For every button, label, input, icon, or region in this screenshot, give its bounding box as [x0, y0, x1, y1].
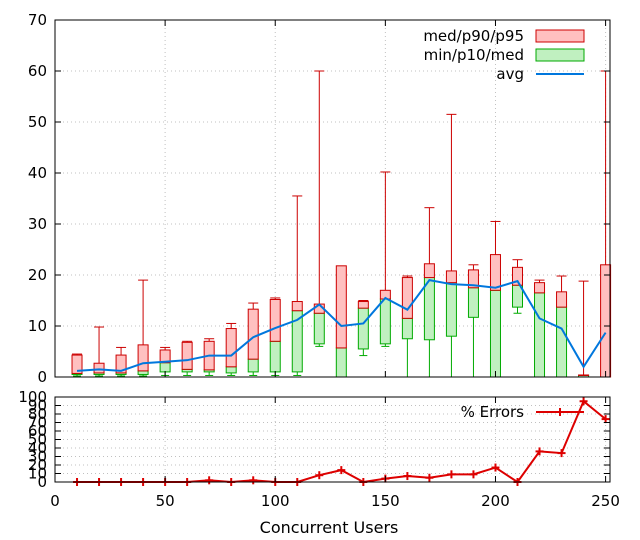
bottom-y-tick-label: 60 [28, 422, 47, 440]
red-box [600, 264, 612, 378]
errors-point [315, 471, 324, 480]
top-y-tick-label: 10 [28, 317, 47, 335]
top-y-tick-label: 50 [28, 113, 47, 131]
bottom-chart-legend: % Errors [461, 403, 584, 421]
bottom-y-tick-label: 20 [28, 456, 47, 474]
x-tick-label: 100 [261, 492, 290, 510]
green-box [247, 358, 259, 373]
red-box [534, 282, 546, 294]
errors-point [447, 470, 456, 479]
bottom-y-tick-label: 50 [28, 431, 47, 449]
red-box [115, 354, 127, 374]
red-box [357, 301, 369, 309]
x-tick-label: 250 [591, 492, 620, 510]
bottom-y-tick-label: 100 [18, 388, 47, 406]
green-box [357, 307, 369, 350]
bottom-y-tick-label: 80 [28, 405, 47, 423]
avg-series-line [76, 279, 607, 372]
green-box [556, 306, 568, 378]
top-y-tick-label: 70 [28, 11, 47, 29]
top-y-tick-label: 60 [28, 62, 47, 80]
top-chart-marks [71, 70, 612, 378]
red-box [467, 269, 479, 289]
top-y-tick-label: 20 [28, 266, 47, 284]
errors-point [249, 476, 258, 485]
bottom-y-tick-label: 70 [28, 414, 47, 432]
red-box [291, 301, 303, 312]
top-y-tick-label: 30 [28, 215, 47, 233]
red-box [181, 341, 193, 370]
x-tick-label: 200 [481, 492, 510, 510]
errors-point [535, 447, 544, 456]
red-box [335, 265, 347, 349]
green-box [445, 282, 457, 337]
x-axis-title: Concurrent Users [260, 518, 399, 537]
x-tick-label: 0 [50, 492, 60, 510]
red-box [423, 263, 435, 279]
top-y-tick-label: 0 [37, 368, 47, 386]
bottom-y-tick-label: 40 [28, 439, 47, 457]
legend-entry-label: avg [496, 65, 524, 83]
errors-point [579, 397, 588, 406]
red-box [401, 277, 413, 319]
red-box [137, 344, 149, 372]
bottom-y-tick-label: 10 [28, 465, 47, 483]
errors-point [601, 415, 610, 424]
bottom-y-tick-label: 0 [37, 473, 47, 491]
errors-point [205, 476, 214, 485]
bottom-y-tick-label: 90 [28, 397, 47, 415]
bottom-chart-grid [55, 397, 610, 482]
x-tick-label: 50 [156, 492, 175, 510]
green-box [137, 370, 149, 375]
errors-point [403, 472, 412, 481]
green-box [313, 312, 325, 345]
red-box [247, 308, 259, 360]
red-box [578, 374, 590, 376]
top-chart-axes: 0 10 20 30 40 50 60 70 [28, 11, 610, 386]
green-box [159, 362, 171, 373]
errors-point [557, 449, 566, 458]
green-box [534, 292, 546, 378]
errors-point [425, 473, 434, 482]
x-tick-label: 150 [371, 492, 400, 510]
top-chart-frame [54, 19, 611, 378]
red-box [556, 291, 568, 308]
green-box [489, 289, 501, 378]
green-box [467, 287, 479, 318]
red-box [159, 349, 171, 364]
green-box [269, 340, 281, 373]
green-box [423, 277, 435, 341]
legend-swatch [535, 29, 585, 43]
bottom-chart-marks [73, 397, 610, 486]
errors-point [491, 463, 500, 472]
legend-entry-label: med/p90/p95 [423, 27, 524, 45]
legend-entry-label: min/p10/med [424, 46, 524, 64]
red-box [512, 266, 523, 286]
legend-swatch [535, 48, 585, 62]
bottom-y-tick-label: 30 [28, 448, 47, 466]
green-box [225, 366, 237, 374]
top-y-tick-label: 40 [28, 164, 47, 182]
green-box [401, 317, 413, 340]
red-box [225, 328, 237, 368]
top-chart-grid [55, 20, 610, 377]
errors-point [337, 466, 346, 475]
red-box [489, 254, 501, 291]
red-box [93, 362, 105, 374]
red-box [71, 354, 83, 374]
green-box [379, 298, 391, 345]
errors-point [469, 470, 478, 479]
legend-entry-label: % Errors [461, 403, 525, 421]
red-box [445, 270, 457, 284]
green-box [335, 347, 347, 378]
red-box [269, 298, 281, 342]
